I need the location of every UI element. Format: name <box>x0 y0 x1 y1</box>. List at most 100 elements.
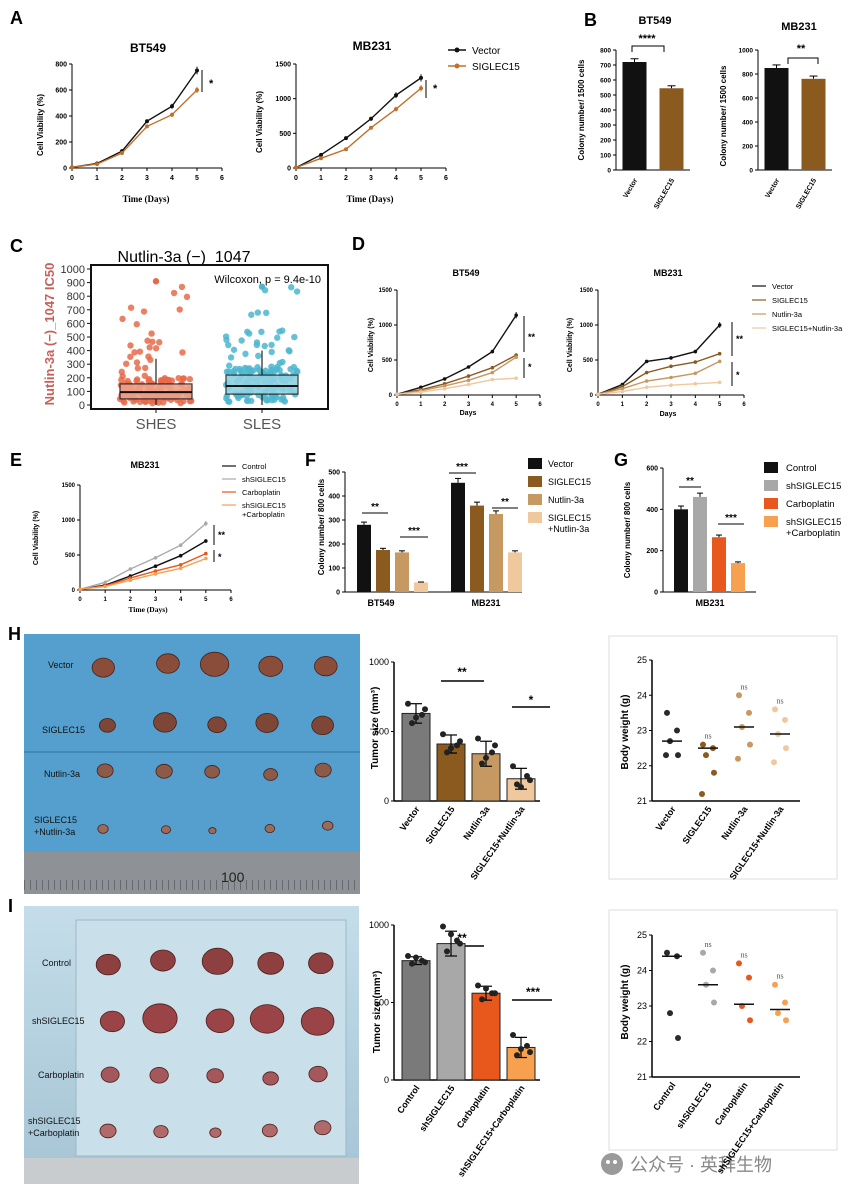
h-weight-dot-0-3 <box>675 752 681 759</box>
i-tumor-xcat-0: Control <box>395 1083 422 1115</box>
b-bt549-xcat-0: Vector <box>622 177 639 199</box>
a-legend-siglec15: SIGLEC15 <box>472 62 520 73</box>
h-row-label-siglec15: SIGLEC15 <box>42 725 85 735</box>
g-legend-control: Control <box>786 463 817 474</box>
i-weight-dot-3-0 <box>772 981 778 988</box>
h-weight-dot-1-2 <box>703 752 709 759</box>
b-right-title: MB231 <box>781 21 816 33</box>
f-group-bt549: BT549 <box>367 598 394 608</box>
c-title: Nutlin-3a (−)_1047 <box>118 249 251 266</box>
b-mb231-ytick-label-4: 800 <box>742 71 753 78</box>
e-xlabel: Time (Days) <box>128 605 168 614</box>
c-0-point-63 <box>168 377 176 384</box>
i-tumor-0-2 <box>201 947 234 975</box>
c-0-point-11 <box>133 321 140 328</box>
c-1-point-84 <box>242 350 249 358</box>
e-mb231-xtick-label-3: 3 <box>154 597 158 603</box>
a-bt549-ytick-label-4: 800 <box>55 61 67 68</box>
i-tumor-dot-1-0 <box>440 923 446 930</box>
d-mb231-series-1-line <box>597 353 720 395</box>
a-mb231-xtick-label-5: 5 <box>419 175 423 182</box>
f-bar-0-2 <box>395 552 409 592</box>
c-0-point-62 <box>152 345 160 352</box>
i-tumor-dot-1-4 <box>448 931 454 938</box>
e-legend-combo-2: +Carboplatin <box>242 510 285 519</box>
f-legend-swatch-3 <box>528 512 542 523</box>
f-sig-d: ** <box>501 497 509 508</box>
d-legend-combo: SIGLEC15+Nutlin-3a <box>772 324 843 333</box>
d-legend: Vector SIGLEC15 Nutlin-3a SIGLEC15+Nutli… <box>752 282 843 333</box>
e-sig1: ** <box>218 530 226 540</box>
d-mb231-xtick-label-2: 2 <box>645 402 649 408</box>
d-bt549-ytick-label-1: 500 <box>382 358 393 364</box>
d-mb231-series-3-point-0 <box>596 392 600 397</box>
c-0-point-112 <box>177 399 184 407</box>
c-0-point-90 <box>136 348 144 355</box>
h-tumor-1-0 <box>98 718 116 733</box>
c-1-point-2 <box>225 341 232 349</box>
i-tumor-dot-1-3 <box>457 940 463 947</box>
h-tumor-2-0 <box>96 763 114 778</box>
c-1-point-28 <box>293 288 301 295</box>
a-bt549-series-1-point-0 <box>70 165 74 170</box>
c-0-point-39 <box>127 342 134 349</box>
g-legend: Control shSIGLEC15 Carboplatin shSIGLEC1… <box>764 462 841 539</box>
f-legend-combo-1: SIGLEC15 <box>548 513 591 523</box>
a-bt549-series-0-line <box>71 70 198 169</box>
a-mb231-series-0-line <box>295 77 422 169</box>
e-mb231-xtick-label-5: 5 <box>204 597 208 603</box>
c-ytick-label-2: 200 <box>67 373 85 385</box>
f-ylabel: Colony number/ 800 cells <box>317 478 326 575</box>
a-legend-vector: Vector <box>472 46 501 57</box>
c-0-point-132 <box>131 349 138 356</box>
i-weight-ytick-label-1: 22 <box>637 1037 647 1047</box>
f-bar-1-0 <box>451 482 465 592</box>
b-bt549-ytick-label-1: 100 <box>600 152 611 159</box>
h-tumor-dot-3-3 <box>527 777 533 784</box>
g-ylabel: Colony number/ 800 cells <box>623 481 632 578</box>
e-mb231-ytick-label-2: 1000 <box>62 518 76 524</box>
e-mb231-ytick-label-3: 1500 <box>62 483 76 489</box>
h-tumor-dot-0-2 <box>409 720 415 727</box>
e-legend-combo-1: shSIGLEC15 <box>242 501 286 510</box>
f-sig-b: *** <box>408 526 420 537</box>
h-weight-ns-2: ns <box>740 682 747 691</box>
c-1-point-21 <box>254 309 262 316</box>
d-mb231-ytick-label-3: 1500 <box>580 288 594 294</box>
c-1-point-52 <box>226 398 233 405</box>
c-ytick-label-9: 900 <box>67 278 85 290</box>
i-tumor-0-0 <box>95 953 121 976</box>
i-weight-ylabel: Body weight (g) <box>620 965 631 1040</box>
h-weight-ytick-label-2: 23 <box>637 726 647 736</box>
b-bt549-ytick-label-5: 500 <box>600 92 611 99</box>
d-left-title: BT549 <box>452 268 479 278</box>
b-left-sig: **** <box>638 33 656 45</box>
i-tumor-1-2 <box>205 1008 235 1033</box>
g-legend-swatch-3 <box>764 516 778 527</box>
i-weight-dot-2-0 <box>736 960 742 967</box>
a-mb231-xtick-label-0: 0 <box>294 175 298 182</box>
f-bar-0-0 <box>357 524 371 592</box>
f-bar-1-3 <box>508 552 522 592</box>
i-tumor-dot-2-0 <box>475 982 481 989</box>
c-1-point-87 <box>274 334 281 341</box>
h-tumor-ytick-label-1: 500 <box>374 727 389 737</box>
d-right-title: MB231 <box>653 268 682 278</box>
h-tumor-dot-0-1 <box>419 711 425 718</box>
i-weight-dot-1-3 <box>711 999 717 1006</box>
i-tumor-3-1 <box>153 1125 169 1139</box>
i-row-label-shsiglec15: shSIGLEC15 <box>32 1016 85 1026</box>
f-ytick-label-0: 0 <box>336 589 340 596</box>
b-bt549-ytick-label-0: 0 <box>607 167 611 174</box>
c-1-point-97 <box>263 396 270 404</box>
h-tumor-photo: 100 Vector SIGLEC15 Nutlin-3a SIGLEC15 +… <box>24 634 360 894</box>
d-bt549-xtick-label-6: 6 <box>538 402 542 408</box>
c-ytick-label-6: 600 <box>67 318 85 330</box>
d-bt549-xtick-label-0: 0 <box>395 402 399 408</box>
i-tumor-2-4 <box>308 1065 328 1083</box>
e-mb231-ytick-label-1: 500 <box>65 553 76 559</box>
d-bt549-xtick-label-1: 1 <box>419 402 423 408</box>
c-1-point-134 <box>279 394 287 401</box>
c-0-point-max <box>152 278 160 285</box>
c-1-point-42 <box>288 284 295 291</box>
